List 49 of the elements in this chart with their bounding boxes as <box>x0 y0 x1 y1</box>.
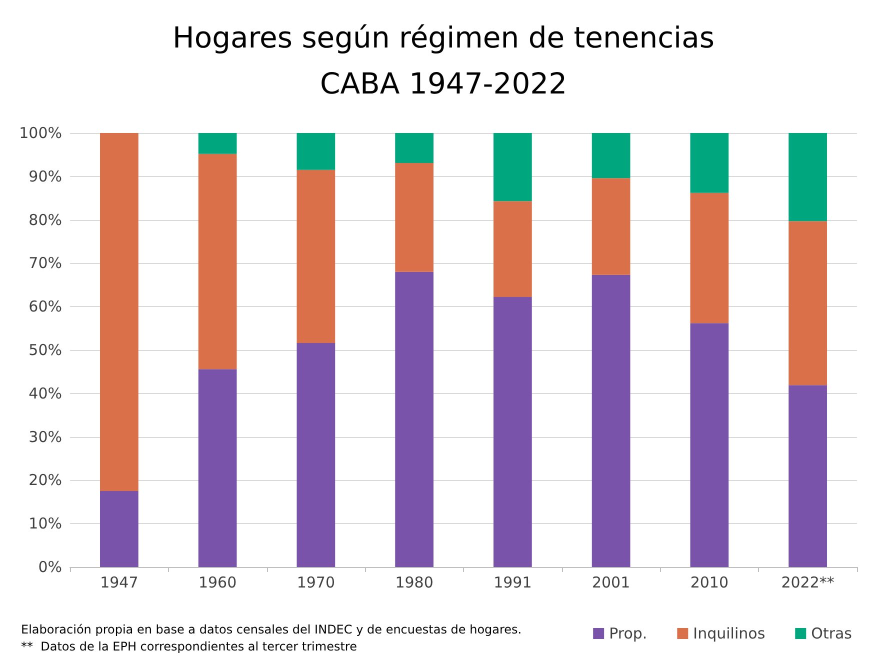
bar <box>198 154 237 370</box>
x-tick-label: 1980 <box>395 574 434 592</box>
y-tick-label: 50% <box>28 341 62 359</box>
bar <box>395 272 434 567</box>
bar <box>494 201 532 298</box>
chart-title: Hogares según régimen de tenencias <box>172 20 714 54</box>
y-tick-label: 20% <box>28 471 62 490</box>
bar <box>296 170 336 344</box>
x-tick-label: 2010 <box>690 574 729 592</box>
y-tick-label: 100% <box>19 124 62 142</box>
y-tick-label: 60% <box>28 298 62 316</box>
bar <box>494 297 532 567</box>
legend-label: Prop. <box>609 624 648 642</box>
bar <box>100 491 138 567</box>
bar <box>690 133 729 193</box>
y-tick-label: 0% <box>38 558 62 576</box>
bar <box>690 323 729 567</box>
x-tick-label: 2001 <box>592 574 630 592</box>
x-tick-label: 1991 <box>494 574 532 592</box>
y-tick-label: 10% <box>28 514 62 533</box>
bar <box>592 133 630 178</box>
x-tick-label: 1960 <box>198 574 237 592</box>
chart-subtitle: CABA 1947-2022 <box>320 66 568 100</box>
text: ** Datos de la EPH correspondientes al tercer trimestre <box>21 640 357 654</box>
y-tick-label: 90% <box>28 167 62 186</box>
x-tick-label: 1970 <box>296 574 336 592</box>
y-tick-label: 40% <box>28 384 62 402</box>
bar <box>788 133 827 222</box>
bar <box>198 133 237 154</box>
x-tick-label: 2022** <box>781 574 835 592</box>
bar <box>788 385 827 567</box>
bar <box>296 343 336 567</box>
y-tick-label: 70% <box>28 254 62 272</box>
bar <box>592 274 630 567</box>
bar <box>690 192 729 324</box>
bar <box>592 178 630 275</box>
bar <box>395 133 434 163</box>
bar <box>100 133 138 492</box>
bar <box>788 221 827 386</box>
bar <box>296 133 336 170</box>
bar <box>198 369 237 567</box>
legend-label: Otras <box>811 624 852 642</box>
bar <box>395 162 434 272</box>
y-tick-label: 80% <box>28 210 62 229</box>
x-tick-label: 1947 <box>100 574 138 592</box>
y-tick-label: 30% <box>28 428 62 446</box>
bar <box>494 133 532 202</box>
text: Elaboración propia en base a datos censales del INDEC y de encuestas de hogares. <box>21 622 522 636</box>
legend-label: Inquilinos <box>693 624 766 642</box>
